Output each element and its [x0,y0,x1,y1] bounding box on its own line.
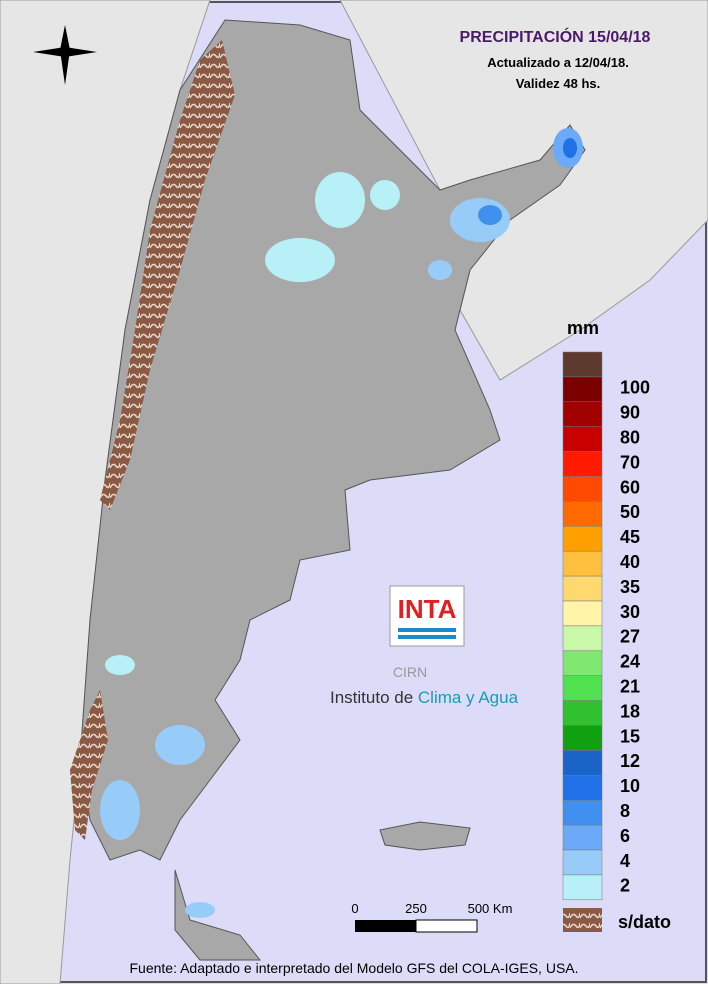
legend-swatch [562,750,603,776]
legend-label: 21 [620,676,640,696]
legend-label: 12 [620,751,640,771]
legend-swatch [562,650,603,676]
logo: INTA CIRN Instituto de Clima y Agua [330,585,519,707]
legend-swatch [562,625,603,652]
legend-label: 30 [620,602,640,622]
legend-label: 2 [620,876,630,896]
legend-label: 70 [620,452,640,472]
legend-swatch [562,775,603,801]
legend-label: 8 [620,801,630,821]
legend-swatch [562,824,603,851]
title: PRECIPITACIÓN 15/04/18 [460,27,651,46]
legend-label: 10 [620,776,640,796]
legend-swatch [562,351,603,378]
legend-swatch [562,675,603,701]
legend-swatch [562,451,603,477]
legend-swatch [562,426,603,452]
legend-swatch [562,550,603,577]
subtitle: Validez 48 hs. [516,76,601,91]
no-data-label: s/dato [618,912,671,932]
legend-swatch [562,501,603,527]
precipitation [100,128,583,918]
no-data-swatch [563,908,602,932]
scale-label: 250 [405,901,427,916]
legend-label: 80 [620,427,640,447]
legend-label: 60 [620,477,640,497]
legend-label: 90 [620,403,640,423]
tierra-del-fuego [174,869,262,961]
legend-label: 18 [620,701,640,721]
legend: mm s/dato 100908070605045403530272421181… [562,318,671,932]
legend-swatch [562,849,603,876]
legend-label: 24 [620,652,640,672]
scale-bar: 0 250 500 Km [351,901,513,933]
legend-swatch [562,526,603,552]
legend-swatch [562,725,603,751]
legend-label: 50 [620,502,640,522]
falklands [379,821,471,851]
no-data-area [100,40,235,510]
legend-label: 15 [620,726,640,746]
institute-highlight: Clima y Agua [418,688,519,707]
scale-label: 0 [351,901,358,916]
legend-swatch [562,476,603,502]
legend-label: 6 [620,826,630,846]
legend-label: 100 [620,378,650,398]
legend-unit: mm [567,318,599,338]
legend-swatch [562,600,603,627]
subtitle: Actualizado a 12/04/18. [487,55,629,70]
legend-swatch [562,874,603,901]
legend-label: 35 [620,577,640,597]
logo-institute: Instituto de Clima y Agua [330,688,519,707]
legend-swatch [562,376,603,403]
legend-swatch [562,700,603,726]
source: Fuente: Adaptado e interpretado del Mode… [129,960,578,976]
legend-swatch [562,799,603,826]
legend-label: 40 [620,552,640,572]
legend-label: 4 [620,851,630,871]
scale-label: 500 Km [468,901,513,916]
legend-label: 27 [620,627,640,647]
legend-swatch [562,575,603,602]
logo-name: INTA [398,594,457,624]
logo-sub: CIRN [393,664,427,680]
institute: Instituto de [330,688,418,707]
legend-label: 45 [620,527,640,547]
legend-swatch [562,401,603,427]
no-data-area [70,690,108,840]
compass [33,25,97,85]
